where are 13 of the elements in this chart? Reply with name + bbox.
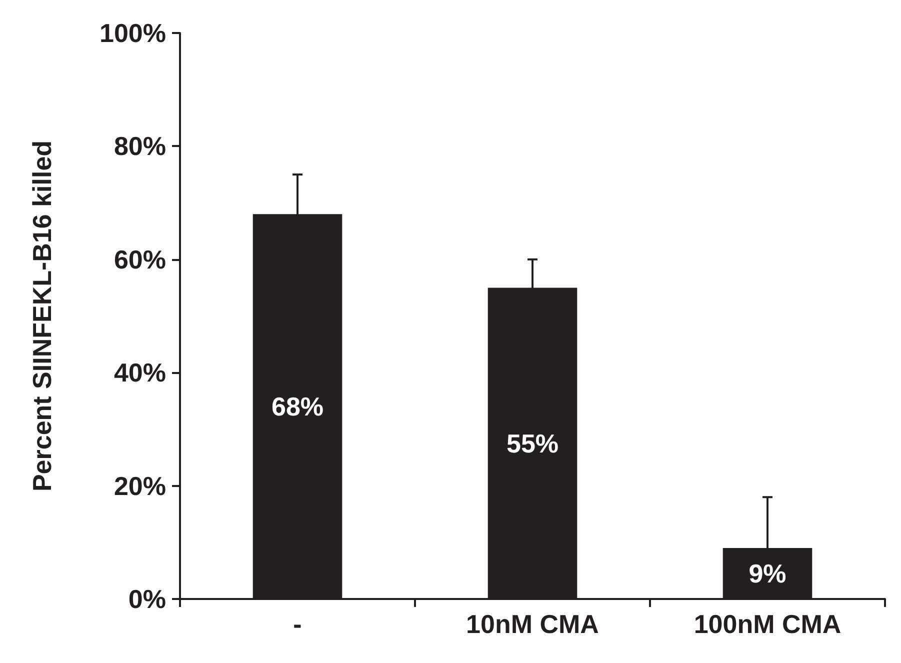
y-tick-label: 100% — [100, 18, 166, 48]
data-label: 68% — [271, 392, 324, 422]
x-tick-label: 100nM CMA — [694, 609, 842, 639]
y-tick-label: 20% — [114, 470, 166, 501]
y-tick-label: 0% — [128, 584, 166, 614]
y-tick-label: 60% — [114, 244, 166, 274]
y-tick-label: 40% — [114, 358, 166, 388]
y-axis-title: Percent SIINFEKL-B16 killed — [27, 140, 57, 492]
data-label: 9% — [748, 558, 786, 589]
x-tick-label: - — [293, 609, 302, 639]
data-label: 55% — [506, 428, 559, 458]
y-tick-label: 80% — [114, 131, 166, 162]
x-tick-label: 10nM CMA — [466, 609, 600, 639]
